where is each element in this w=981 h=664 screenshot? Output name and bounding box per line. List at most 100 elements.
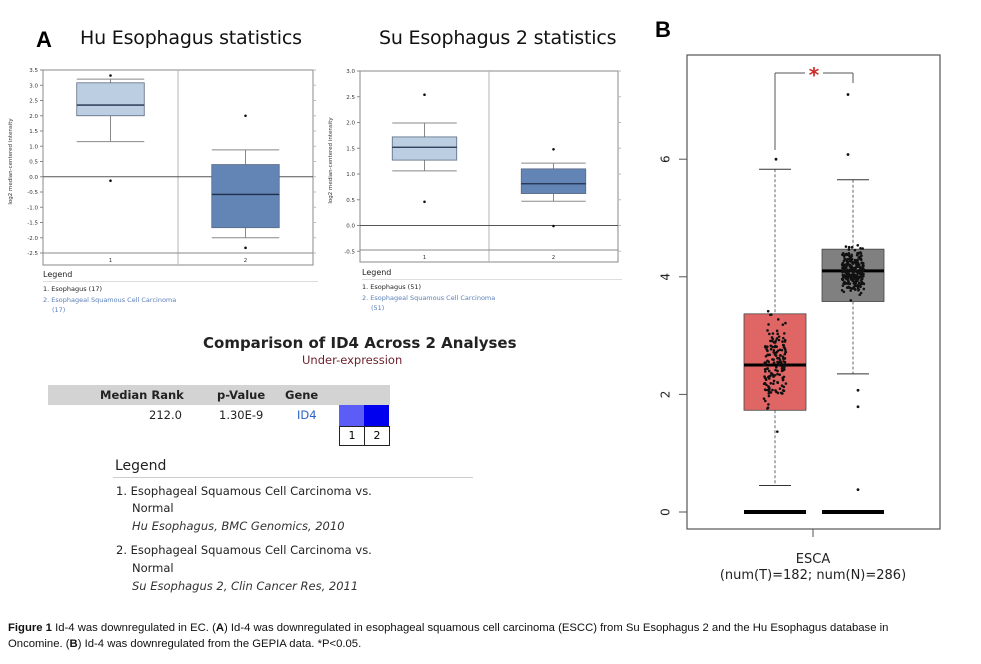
legend-item-escc-count: (51) <box>371 304 385 312</box>
data-point <box>841 253 844 256</box>
heatmap-label-1: 1 <box>339 426 365 446</box>
data-point <box>846 271 850 274</box>
legend-item-escc[interactable]: 2. Esophageal Squamous Cell Carcinoma <box>43 296 177 304</box>
legend-item-esophagus: 1. Esophagus (17) <box>43 285 103 293</box>
analysis-1-title-cont: Normal <box>132 501 174 515</box>
data-point <box>841 268 845 272</box>
data-point <box>859 285 862 289</box>
caption-ref-a: A <box>215 622 225 634</box>
data-point <box>852 270 856 273</box>
data-point <box>773 374 777 377</box>
outlier-point <box>109 74 112 77</box>
data-point <box>845 253 848 257</box>
data-point <box>847 285 850 289</box>
figure-caption-line2: Oncomine. (B) Id-4 was downregulated fro… <box>8 638 361 650</box>
x-tick-label: 2 <box>244 258 248 264</box>
data-point <box>763 388 767 391</box>
data-point <box>850 253 853 257</box>
data-point <box>770 336 774 339</box>
gene-link-id4[interactable]: ID4 <box>297 408 317 422</box>
data-point <box>765 383 768 387</box>
legend-title: Legend <box>43 270 73 279</box>
outlier-point <box>423 93 426 96</box>
data-point <box>851 277 854 281</box>
outlier-point <box>856 405 860 409</box>
data-point <box>848 257 851 261</box>
data-point <box>847 245 851 249</box>
comparison-subtitle: Under-expression <box>302 353 403 367</box>
data-point <box>762 397 766 400</box>
data-point <box>767 386 771 389</box>
median-rank-value: 212.0 <box>149 408 182 422</box>
data-point <box>774 351 778 355</box>
data-point <box>777 335 781 338</box>
data-point <box>859 283 862 287</box>
data-point <box>841 284 845 287</box>
data-point <box>858 255 862 259</box>
significance-star: * <box>809 63 820 87</box>
y-tick-label: 3.0 <box>346 69 355 75</box>
data-point <box>771 388 774 392</box>
data-point <box>776 318 780 321</box>
legend-item-esophagus: 1. Esophagus (51) <box>362 283 422 291</box>
data-point <box>776 430 779 433</box>
data-point <box>781 378 785 382</box>
box-iqr <box>520 168 587 194</box>
legend-item-escc[interactable]: 2. Esophageal Squamous Cell Carcinoma <box>362 294 496 302</box>
heatmap-cell-1[interactable] <box>339 405 364 426</box>
data-point <box>853 248 857 252</box>
data-point <box>854 259 858 263</box>
y-axis-label: log2 median-centered intensity <box>8 118 14 205</box>
data-point <box>779 360 783 364</box>
data-point <box>766 329 769 332</box>
data-point <box>769 374 772 378</box>
data-point <box>763 381 767 385</box>
data-point <box>772 350 776 354</box>
heatmap-cell-2[interactable] <box>364 405 389 426</box>
data-point <box>775 337 779 340</box>
data-point <box>763 367 767 371</box>
y-tick-label: 0.0 <box>29 175 38 181</box>
legend-title: Legend <box>362 268 392 277</box>
data-point <box>856 262 860 265</box>
data-point <box>858 257 862 261</box>
data-point <box>764 370 767 373</box>
data-point <box>773 345 777 349</box>
data-point <box>781 392 784 395</box>
data-point <box>860 270 864 274</box>
data-point <box>774 354 778 357</box>
analysis-1-title: 1. Esophageal Squamous Cell Carcinoma vs… <box>116 484 372 498</box>
data-point <box>778 387 782 390</box>
data-point <box>854 274 858 278</box>
data-point <box>784 321 787 325</box>
y-tick-label: 1.0 <box>346 172 355 178</box>
data-point <box>846 260 850 264</box>
data-point <box>772 382 775 386</box>
plot-frame <box>686 54 941 530</box>
y-tick-label: 2 <box>659 391 673 399</box>
data-point <box>847 275 851 279</box>
data-point <box>776 349 780 352</box>
data-point <box>852 267 855 270</box>
analysis-2-citation: Su Esophagus 2, Clin Cancer Res, 2011 <box>132 579 359 593</box>
y-tick-label: 1.0 <box>29 144 38 150</box>
p-value: 1.30E-9 <box>219 408 264 422</box>
data-point <box>853 281 857 284</box>
x-axis-sublabel: (num(T)=182; num(N)=286) <box>720 568 906 583</box>
data-point <box>777 363 781 367</box>
data-point <box>861 247 864 250</box>
data-point <box>783 346 787 350</box>
data-point <box>861 265 864 269</box>
data-point <box>847 252 851 255</box>
data-point <box>766 349 769 353</box>
data-point <box>783 352 787 356</box>
box-iqr <box>211 164 280 229</box>
data-point <box>781 323 785 326</box>
y-axis-label: log2 median-centered intensity <box>328 117 334 204</box>
data-point <box>847 248 851 251</box>
outlier-point <box>774 157 778 161</box>
outlier-point <box>552 224 555 228</box>
y-tick-label: 0.0 <box>346 224 355 230</box>
caption-text: ) Id-4 was downregulated in esophageal s… <box>224 622 889 634</box>
outlier-point <box>856 388 860 392</box>
